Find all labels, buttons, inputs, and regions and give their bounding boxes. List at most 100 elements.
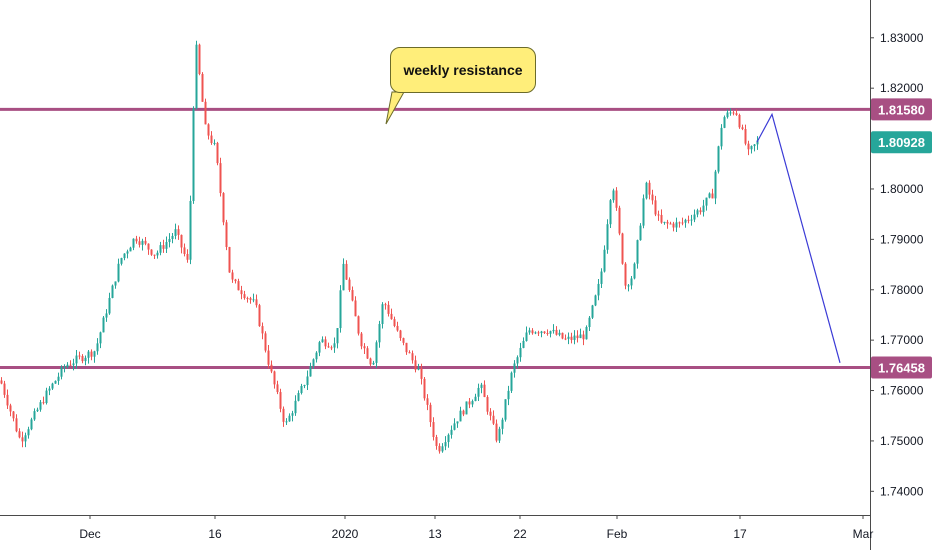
candle-body (102, 317, 105, 333)
candle-body (441, 446, 444, 452)
annotation-callout[interactable]: weekly resistance (390, 47, 536, 93)
candle-body (51, 383, 54, 389)
candle-body (78, 355, 81, 357)
x-tick-label: 2020 (332, 527, 359, 541)
y-tick-label: 1.74000 (880, 484, 924, 498)
candle-body (735, 113, 738, 115)
candle-body (135, 238, 138, 242)
candle-body (633, 263, 636, 279)
candle-body (267, 350, 270, 365)
candle-body (720, 127, 723, 147)
candle-body (144, 240, 147, 244)
x-tick-label: 13 (428, 527, 442, 541)
candle-body (639, 225, 642, 241)
candle-body (276, 384, 279, 393)
candle-body (366, 348, 369, 359)
candle-body (327, 346, 330, 348)
candle-body (540, 331, 543, 334)
price-label: 1.80928 (878, 135, 925, 150)
candle-body (405, 342, 408, 353)
candle-body (105, 313, 108, 318)
candle-body (342, 263, 345, 291)
candle-body (138, 241, 141, 245)
candle-body (618, 207, 621, 234)
candle-body (243, 294, 246, 299)
candle-body (738, 114, 741, 128)
candle-body (246, 298, 249, 300)
candle-body (390, 313, 393, 320)
candle-body (693, 214, 696, 220)
candle-body (516, 357, 519, 364)
candle-body (747, 143, 750, 150)
candle-body (609, 200, 612, 225)
candle-body (186, 253, 189, 260)
candle-body (684, 219, 687, 223)
candle-body (48, 388, 51, 391)
candle-body (30, 419, 33, 430)
candle-body (285, 421, 288, 423)
candle-body (228, 246, 231, 273)
candle-body (561, 332, 564, 339)
candle-body (96, 343, 99, 352)
candle-body (396, 325, 399, 331)
y-tick-label: 1.79000 (880, 232, 924, 246)
candle-body (552, 329, 555, 332)
candle-body (18, 431, 21, 438)
candle-body (612, 190, 615, 201)
candle-body (513, 363, 516, 373)
candle-body (129, 247, 132, 252)
candle-body (351, 290, 354, 301)
candle-body (360, 333, 363, 347)
candle-body (744, 129, 747, 144)
candle-body (501, 419, 504, 429)
candles (0, 40, 759, 454)
candle-body (729, 112, 732, 114)
candle-body (477, 387, 480, 397)
y-tick-label: 1.76000 (880, 384, 924, 398)
candle-body (72, 363, 75, 366)
candle-body (372, 362, 375, 365)
candle-body (669, 223, 672, 225)
candle-body (495, 423, 498, 441)
candle-body (504, 399, 507, 420)
candle-body (585, 327, 588, 340)
candle-body (726, 112, 729, 118)
candle-body (345, 263, 348, 280)
candle-body (354, 300, 357, 317)
candle-body (579, 334, 582, 339)
candle-body (450, 429, 453, 435)
candle-body (387, 304, 390, 314)
candle-body (444, 442, 447, 447)
candle-body (222, 193, 225, 223)
candle-body (348, 279, 351, 291)
candle-body (681, 222, 684, 224)
candle-body (594, 295, 597, 306)
candle-body (543, 331, 546, 333)
candle-body (663, 221, 666, 223)
candle-body (159, 245, 162, 253)
candle-body (126, 251, 129, 254)
candle-body (192, 108, 195, 201)
candle-body (420, 368, 423, 379)
candle-body (24, 435, 27, 442)
candle-body (84, 357, 87, 362)
candle-body (3, 383, 6, 395)
candle-body (12, 411, 15, 419)
candle-body (180, 234, 183, 248)
candle-body (660, 214, 663, 223)
candle-body (318, 342, 321, 353)
candle-body (201, 73, 204, 102)
candle-body (363, 346, 366, 349)
candle-body (393, 319, 396, 326)
candle-body (333, 343, 336, 348)
candle-body (369, 358, 372, 365)
candle-body (177, 229, 180, 235)
candle-body (165, 242, 168, 249)
candle-body (576, 335, 579, 339)
candle-body (63, 366, 66, 368)
candle-body (555, 329, 558, 335)
candle-body (573, 335, 576, 340)
candle-body (306, 376, 309, 386)
candle-body (606, 224, 609, 250)
candle-body (15, 418, 18, 432)
